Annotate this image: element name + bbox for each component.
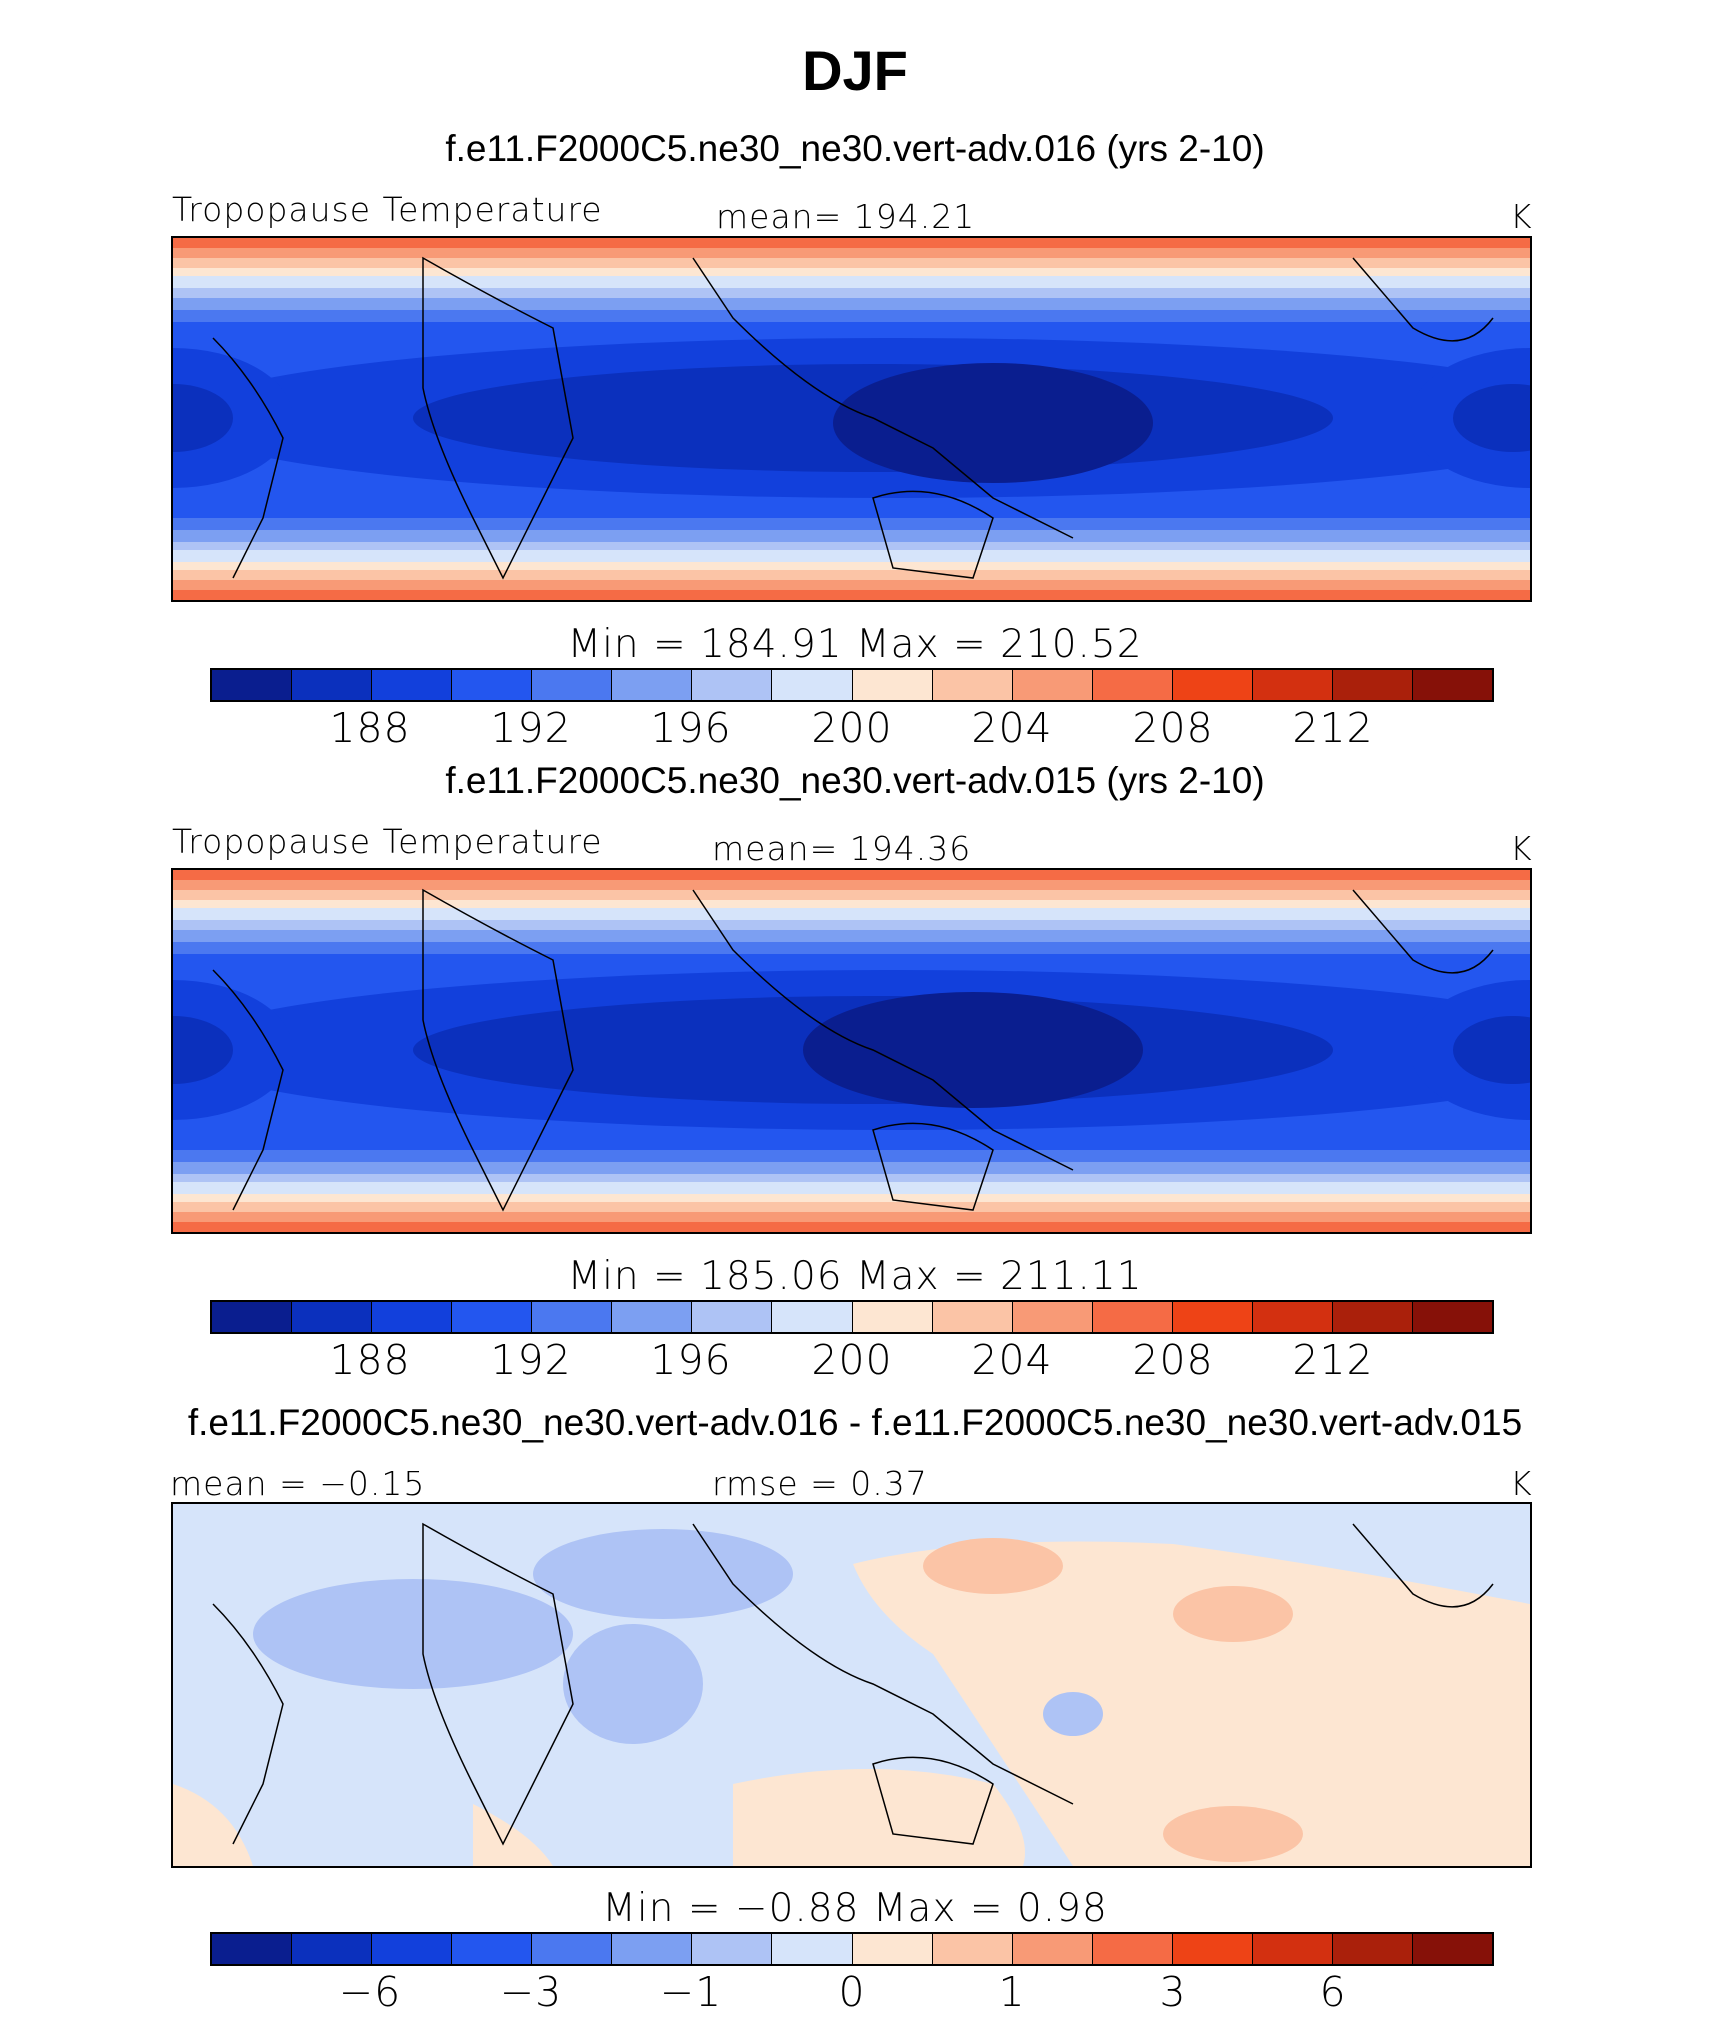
panel-1-colorbar-tick: 188 [329, 704, 411, 752]
panel-3-colorbar-tick: −1 [659, 1968, 723, 2016]
panel-3-colorbar-tick: 1 [998, 1968, 1026, 2016]
colorbar-box [292, 1934, 373, 1964]
colorbar-box [372, 1302, 453, 1332]
colorbar-box [372, 1934, 453, 1964]
panel-3-case-title: f.e11.F2000C5.ne30_ne30.vert-adv.016 - f… [187, 1402, 1523, 1443]
colorbar-box [612, 1934, 693, 1964]
colorbar-box [212, 1302, 293, 1332]
panel-3-colorbar-tick: 6 [1319, 1968, 1347, 2016]
colorbar-box [1252, 670, 1333, 700]
panel-1-colorbar-tick: 200 [811, 704, 893, 752]
panel-3-colorbar-tick: −6 [338, 1968, 402, 2016]
colorbar-box [1012, 1302, 1093, 1332]
colorbar-box [1012, 1934, 1093, 1964]
panel-2-colorbar [210, 1300, 1494, 1334]
panel-1-case-title: f.e11.F2000C5.ne30_ne30.vert-adv.016 (yr… [445, 128, 1265, 169]
colorbar-box [452, 1934, 533, 1964]
colorbar-box [692, 670, 773, 700]
panel-1-units-label: K [1510, 197, 1533, 236]
panel-2-map [171, 868, 1532, 1234]
colorbar-box [1332, 670, 1413, 700]
colorbar-box [532, 1302, 613, 1332]
colorbar-box [612, 1302, 693, 1332]
colorbar-box [1412, 670, 1492, 700]
panel-3-minmax: Min = −0.88 Max = 0.98 [602, 1886, 1108, 1931]
colorbar-box [212, 670, 293, 700]
panel-3-colorbar-tick: 0 [838, 1968, 866, 2016]
panel-1-colorbar-tick: 208 [1132, 704, 1214, 752]
panel-3-mean-label: mean = −0.15 [170, 1464, 426, 1503]
panel-1-contour-field [173, 238, 1530, 600]
colorbar-box [1332, 1302, 1413, 1332]
figure-title: DJF [802, 39, 908, 102]
panel-1-variable-label: Tropopause Temperature [172, 190, 603, 229]
colorbar-box [372, 670, 453, 700]
panel-3-map [171, 1502, 1532, 1868]
colorbar-box [1252, 1302, 1333, 1332]
panel-2-colorbar-tick: 188 [329, 1336, 411, 1384]
panel-3-colorbar-tick: 3 [1159, 1968, 1187, 2016]
panel-1-colorbar-tick: 212 [1292, 704, 1374, 752]
colorbar-box [532, 670, 613, 700]
panel-2-colorbar-tick: 196 [650, 1336, 732, 1384]
panel-3-rmse-label: rmse = 0.37 [712, 1464, 928, 1503]
colorbar-box [772, 1934, 853, 1964]
panel-2-units-label: K [1510, 829, 1533, 868]
colorbar-box [1252, 1934, 1333, 1964]
panel-3-colorbar-tick: −3 [499, 1968, 563, 2016]
panel-3-colorbar [210, 1932, 1494, 1966]
colorbar-box [452, 670, 533, 700]
colorbar-box [852, 1302, 933, 1332]
panel-2-colorbar-tick: 208 [1132, 1336, 1214, 1384]
colorbar-box [612, 670, 693, 700]
panel-1-map [171, 236, 1532, 602]
colorbar-box [852, 670, 933, 700]
colorbar-box [1172, 1302, 1253, 1332]
colorbar-box [532, 1934, 613, 1964]
colorbar-box [1412, 1934, 1492, 1964]
colorbar-box [1092, 670, 1173, 700]
colorbar-box [1332, 1934, 1413, 1964]
colorbar-box [452, 1302, 533, 1332]
colorbar-box [292, 670, 373, 700]
colorbar-box [932, 670, 1013, 700]
panel-3-units-label: K [1510, 1464, 1533, 1503]
panel-1-colorbar [210, 668, 1494, 702]
panel-1-minmax: Min = 184.91 Max = 210.52 [567, 622, 1143, 667]
colorbar-box [1092, 1302, 1173, 1332]
colorbar-box [772, 1302, 853, 1332]
colorbar-box [932, 1302, 1013, 1332]
colorbar-box [692, 1934, 773, 1964]
panel-1-colorbar-tick: 192 [490, 704, 572, 752]
panel-1-mean-label: mean= 194.21 [716, 197, 976, 236]
colorbar-box [1412, 1302, 1492, 1332]
panel-2-contour-field [173, 870, 1530, 1232]
panel-1-colorbar-tick: 204 [971, 704, 1053, 752]
panel-2-colorbar-tick: 204 [971, 1336, 1053, 1384]
panel-2-mean-label: mean= 194.36 [712, 829, 972, 868]
panel-1-colorbar-tick: 196 [650, 704, 732, 752]
colorbar-box [1092, 1934, 1173, 1964]
panel-2-colorbar-tick: 212 [1292, 1336, 1374, 1384]
colorbar-box [1172, 670, 1253, 700]
panel-2-colorbar-tick: 192 [490, 1336, 572, 1384]
colorbar-box [772, 670, 853, 700]
colorbar-box [292, 1302, 373, 1332]
panel-3-contour-field [173, 1504, 1530, 1866]
colorbar-box [692, 1302, 773, 1332]
panel-2-minmax: Min = 185.06 Max = 211.11 [567, 1254, 1143, 1299]
colorbar-box [852, 1934, 933, 1964]
colorbar-box [1012, 670, 1093, 700]
panel-2-colorbar-tick: 200 [811, 1336, 893, 1384]
colorbar-box [932, 1934, 1013, 1964]
colorbar-box [1172, 1934, 1253, 1964]
panel-2-variable-label: Tropopause Temperature [172, 822, 603, 861]
colorbar-box [212, 1934, 293, 1964]
panel-2-case-title: f.e11.F2000C5.ne30_ne30.vert-adv.015 (yr… [445, 760, 1265, 801]
